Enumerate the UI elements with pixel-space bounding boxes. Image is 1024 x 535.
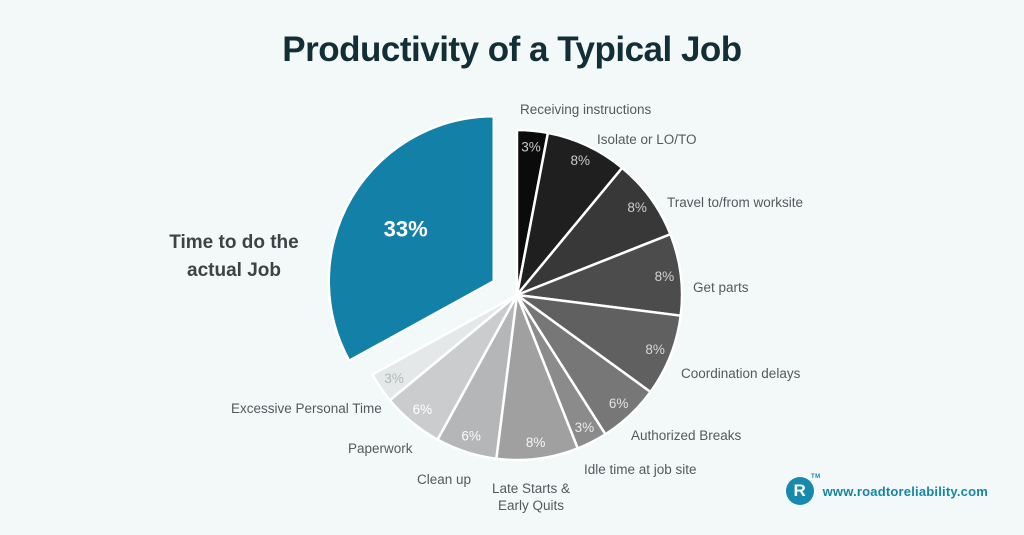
pie-slice-value-3: 8% bbox=[655, 269, 675, 284]
pie-slice-value-6: 3% bbox=[575, 420, 595, 435]
pie-slice-value-9: 6% bbox=[413, 402, 433, 417]
trademark-symbol: TM bbox=[810, 474, 821, 480]
brand-footer: R TM www.roadtoreliability.com bbox=[785, 474, 988, 505]
slice-label-excessive-personal-time: Excessive Personal Time bbox=[231, 401, 382, 416]
slice-label-coordination-delays: Coordination delays bbox=[681, 366, 801, 381]
slice-label-late-starts-early-quits: Late Starts & Early Quits bbox=[491, 481, 571, 513]
slice-label-travel-worksite: Travel to/from worksite bbox=[667, 195, 804, 210]
slice-label-authorized-breaks: Authorized Breaks bbox=[631, 428, 742, 443]
logo-letter: R bbox=[793, 481, 806, 500]
slice-label-isolate-loto: Isolate or LO/TO bbox=[597, 132, 697, 147]
pie-slice-value-11: 33% bbox=[384, 217, 428, 242]
pie-slice-value-1: 8% bbox=[570, 153, 590, 168]
slice-label-paperwork: Paperwork bbox=[348, 441, 413, 456]
pie-slice-value-10: 3% bbox=[384, 371, 404, 386]
pie-slice-value-0: 3% bbox=[521, 140, 541, 155]
slice-label-get-parts: Get parts bbox=[693, 280, 749, 295]
slice-label-idle-time: Idle time at job site bbox=[584, 462, 697, 477]
pie-slice-10 bbox=[371, 293, 519, 402]
pie-slice-11 bbox=[327, 115, 496, 362]
slice-label-time-to-do-actual-job: Time to do the actual Job bbox=[169, 232, 299, 281]
pie-slice-value-8: 6% bbox=[461, 429, 481, 444]
pie-slice-value-5: 6% bbox=[609, 396, 629, 411]
pie-slice-value-4: 8% bbox=[645, 342, 665, 357]
pie-slice-value-7: 8% bbox=[526, 435, 546, 450]
website-link[interactable]: www.roadtoreliability.com bbox=[822, 483, 988, 499]
slice-label-receiving-instructions: Receiving instructions bbox=[520, 102, 652, 117]
pie-slice-value-2: 8% bbox=[627, 200, 647, 215]
chart-title: Productivity of a Typical Job bbox=[282, 30, 742, 69]
roadtoreliability-logo-icon[interactable]: R TM bbox=[785, 474, 820, 505]
slice-label-clean-up: Clean up bbox=[417, 472, 472, 487]
